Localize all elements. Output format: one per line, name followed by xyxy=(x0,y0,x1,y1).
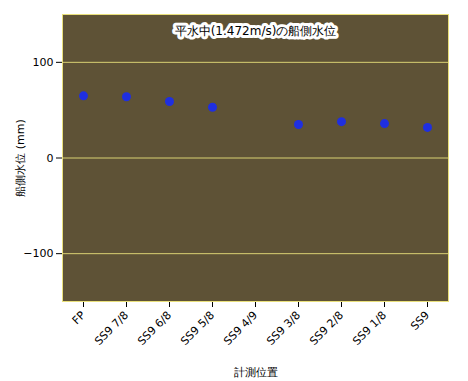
svg-text:平水中(1.472m/s)の船側水位: 平水中(1.472m/s)の船側水位 xyxy=(175,24,337,38)
svg-text:SS9 4/9: SS9 4/9 xyxy=(221,309,260,348)
svg-text:SS9 1/8: SS9 1/8 xyxy=(350,309,389,348)
svg-text:−100: −100 xyxy=(23,247,53,260)
svg-text:船側水位 (mm): 船側水位 (mm) xyxy=(14,119,27,197)
svg-text:SS9 6/8: SS9 6/8 xyxy=(135,309,174,348)
svg-text:100: 100 xyxy=(33,56,54,69)
svg-text:SS9: SS9 xyxy=(408,309,432,333)
svg-text:SS9 7/8: SS9 7/8 xyxy=(92,309,131,348)
svg-text:SS9 3/8: SS9 3/8 xyxy=(264,309,303,348)
svg-text:計測位置: 計測位置 xyxy=(234,366,278,379)
svg-text:SS9 5/8: SS9 5/8 xyxy=(178,309,217,348)
svg-text:SS9 2/8: SS9 2/8 xyxy=(307,309,346,348)
svg-text:0: 0 xyxy=(47,152,54,165)
svg-text:FP: FP xyxy=(70,308,89,327)
